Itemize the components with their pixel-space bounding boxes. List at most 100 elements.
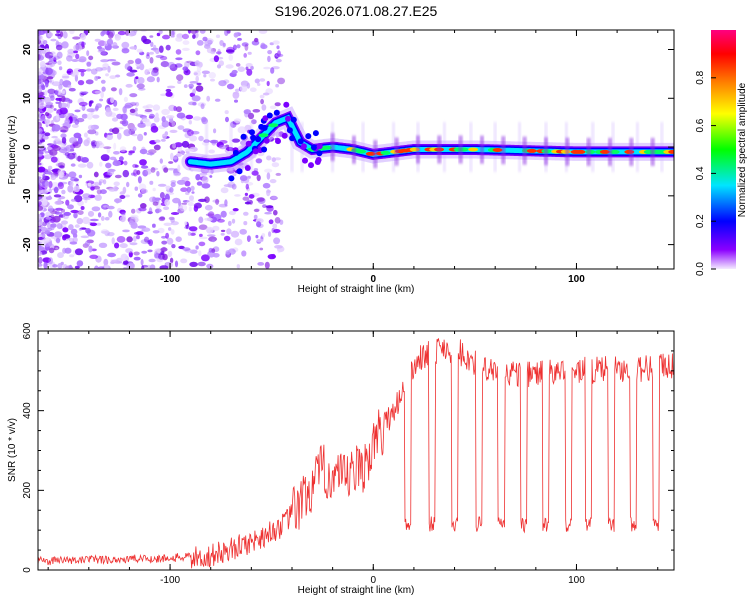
noise-speckle bbox=[189, 135, 198, 142]
noise-speckle bbox=[81, 91, 89, 94]
noise-speckle bbox=[199, 236, 208, 240]
noise-speckle bbox=[273, 237, 281, 245]
track-blob bbox=[285, 115, 291, 122]
noise-speckle bbox=[186, 129, 194, 137]
noise-speckle bbox=[187, 231, 192, 236]
noise-speckle bbox=[119, 195, 126, 199]
noise-speckle bbox=[234, 194, 241, 197]
noise-speckle bbox=[165, 232, 170, 239]
noise-speckle bbox=[119, 243, 128, 249]
noise-speckle bbox=[123, 160, 128, 166]
noise-speckle bbox=[188, 206, 192, 212]
noise-speckle bbox=[130, 126, 137, 132]
noise-speckle bbox=[91, 206, 101, 212]
noise-speckle bbox=[46, 108, 54, 114]
noise-speckle bbox=[235, 63, 241, 67]
noise-speckle bbox=[243, 109, 251, 115]
noise-speckle bbox=[69, 254, 75, 258]
track-core-blob bbox=[356, 149, 367, 154]
noise-speckle bbox=[47, 165, 53, 170]
noise-speckle bbox=[127, 59, 134, 65]
noise-speckle bbox=[257, 83, 261, 86]
colorbar-tick-label: 0.2 bbox=[695, 214, 706, 228]
noise-speckle bbox=[264, 261, 270, 269]
noise-speckle bbox=[185, 148, 194, 152]
track-blob bbox=[244, 165, 251, 171]
noise-speckle bbox=[44, 181, 50, 188]
noise-speckle bbox=[269, 105, 277, 110]
noise-speckle bbox=[136, 235, 140, 240]
noise-speckle bbox=[268, 219, 274, 225]
noise-speckle bbox=[186, 60, 194, 64]
noise-speckle bbox=[176, 153, 182, 157]
noise-speckle bbox=[182, 66, 189, 71]
noise-speckle bbox=[68, 237, 74, 243]
noise-speckle bbox=[77, 210, 84, 216]
noise-speckle bbox=[119, 146, 127, 152]
noise-speckle bbox=[239, 175, 248, 182]
noise-speckle bbox=[142, 38, 152, 45]
noise-speckle bbox=[55, 113, 60, 121]
noise-speckle bbox=[108, 210, 113, 218]
noise-speckle bbox=[228, 210, 236, 216]
noise-speckle bbox=[76, 260, 84, 267]
noise-speckle bbox=[60, 261, 64, 266]
colorbar-label: Normalized spectral amplitude bbox=[737, 82, 748, 217]
noise-speckle bbox=[212, 225, 220, 232]
noise-speckle bbox=[136, 231, 144, 236]
track-blob bbox=[310, 144, 317, 151]
noise-speckle bbox=[103, 146, 112, 150]
noise-speckle bbox=[250, 65, 254, 70]
spectrogram-x-ticks: -100 0 100 bbox=[47, 30, 659, 285]
noise-speckle bbox=[109, 156, 117, 161]
noise-speckle bbox=[137, 133, 144, 142]
noise-speckle bbox=[206, 263, 214, 269]
track-core-blob bbox=[599, 149, 610, 154]
track-wisp bbox=[501, 136, 506, 165]
noise-speckle bbox=[54, 200, 63, 205]
noise-speckle bbox=[59, 107, 68, 115]
noise-speckle bbox=[51, 135, 58, 139]
noise-speckle bbox=[107, 232, 115, 237]
track-core-blob bbox=[468, 147, 479, 152]
noise-speckle bbox=[237, 126, 247, 134]
noise-speckle bbox=[43, 154, 52, 160]
noise-speckle bbox=[94, 181, 100, 187]
noise-speckle bbox=[217, 218, 225, 223]
track-wisp bbox=[373, 140, 378, 169]
noise-speckle bbox=[82, 216, 90, 225]
noise-speckle bbox=[275, 172, 282, 176]
noise-speckle bbox=[146, 76, 155, 83]
noise-speckle bbox=[170, 152, 174, 161]
noise-speckle bbox=[50, 156, 58, 163]
noise-speckle bbox=[67, 204, 74, 210]
noise-speckle bbox=[65, 199, 70, 206]
noise-speckle bbox=[156, 32, 161, 37]
noise-speckle bbox=[155, 54, 164, 59]
noise-speckle bbox=[104, 216, 110, 221]
noise-speckle bbox=[263, 66, 271, 70]
noise-speckle bbox=[42, 173, 46, 180]
noise-speckle bbox=[190, 30, 198, 34]
noise-speckle bbox=[56, 30, 61, 34]
noise-speckle bbox=[194, 60, 201, 67]
noise-speckle bbox=[137, 193, 143, 198]
snr-series-line bbox=[38, 338, 674, 569]
noise-speckle bbox=[259, 247, 264, 251]
noise-speckle bbox=[86, 61, 92, 67]
noise-speckle bbox=[64, 247, 72, 254]
noise-speckle bbox=[141, 165, 149, 169]
noise-speckle bbox=[86, 161, 94, 169]
noise-speckle bbox=[223, 235, 231, 242]
noise-speckle bbox=[109, 75, 117, 79]
noise-speckle bbox=[81, 157, 89, 163]
noise-speckle bbox=[113, 99, 118, 107]
track-blob bbox=[228, 175, 235, 182]
noise-speckle bbox=[184, 221, 188, 226]
noise-speckle bbox=[74, 224, 80, 228]
noise-speckle bbox=[177, 125, 185, 130]
noise-speckle bbox=[193, 205, 199, 212]
noise-speckle bbox=[190, 185, 195, 192]
noise-speckle bbox=[188, 83, 194, 89]
